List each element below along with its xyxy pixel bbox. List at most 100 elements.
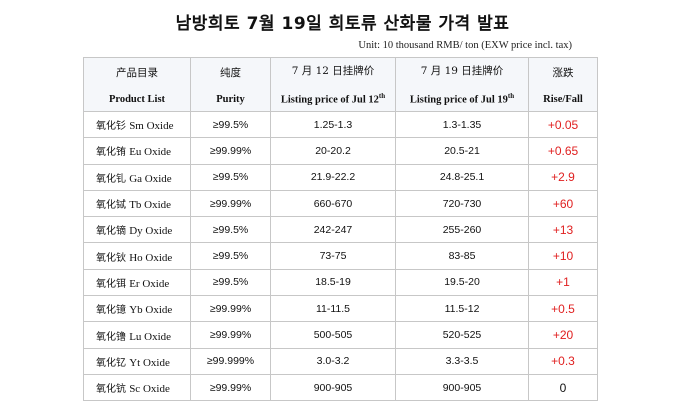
- jul19-price-cell: 20.5-21: [395, 137, 529, 165]
- header-en: Rise/Fall: [543, 93, 583, 105]
- table-row: 氧化镱 Yb Oxide ≥99.99% 11-11.5 11.5-12 +0.5: [83, 295, 598, 323]
- purity-cell: ≥99.5%: [190, 216, 271, 244]
- jul12-price-cell: 900-905: [270, 373, 396, 402]
- product-en: Dy Oxide: [129, 225, 173, 238]
- purity-cell: ≥99.99%: [190, 321, 271, 349]
- table-row: 氧化镝 Dy Oxide ≥99.5% 242-247 255-260 +13: [83, 216, 598, 244]
- table-header-row: 产品目录 Product List 纯度 Purity 7 月 12 日挂牌价 …: [83, 57, 598, 112]
- header-cn: 7 月 19 日挂牌价: [420, 65, 504, 78]
- product-en: Ga Oxide: [129, 172, 172, 185]
- purity-cell: ≥99.5%: [190, 268, 271, 297]
- table-row: 氧化铒 Er Oxide ≥99.5% 18.5-19 19.5-20 +1: [83, 268, 598, 297]
- purity-cell: ≥99.99%: [190, 373, 271, 402]
- product-cell: 氧化镥 Lu Oxide: [83, 321, 191, 349]
- jul19-price-cell: 1.3-1.35: [395, 110, 529, 139]
- table-row: 氧化铕 Eu Oxide ≥99.99% 20-20.2 20.5-21 +0.65: [83, 137, 598, 165]
- header-cn: 纯度: [220, 66, 241, 79]
- change-cell: +0.65: [528, 137, 598, 165]
- change-cell: +0.05: [528, 110, 598, 139]
- jul19-price-cell: 720-730: [395, 189, 529, 218]
- product-cn: 氧化钪: [96, 384, 126, 396]
- table-row: 氧化钪 Sc Oxide ≥99.99% 900-905 900-905 0: [83, 373, 598, 402]
- header-en: Product List: [108, 93, 166, 105]
- jul12-price-cell: 21.9-22.2: [270, 163, 396, 191]
- product-en: Eu Oxide: [129, 146, 172, 159]
- product-cn: 氧化铕: [96, 147, 126, 159]
- header-purity: 纯度 Purity: [190, 57, 271, 112]
- product-cn: 氧化钬: [96, 252, 126, 264]
- jul19-price-cell: 83-85: [395, 242, 529, 270]
- product-cell: 氧化钪 Sc Oxide: [83, 373, 191, 402]
- change-cell: +60: [528, 189, 598, 218]
- table-row: 氧化钐 Sm Oxide ≥99.5% 1.25-1.3 1.3-1.35 +0.05: [83, 110, 598, 139]
- change-cell: +1: [528, 268, 598, 297]
- jul12-price-cell: 73-75: [270, 242, 396, 270]
- product-cn: 氧化钐: [96, 121, 126, 133]
- product-en: Yb Oxide: [129, 304, 173, 317]
- product-en: Yt Oxide: [129, 356, 170, 369]
- header-sup: th: [507, 92, 515, 101]
- purity-cell: ≥99.99%: [190, 189, 271, 218]
- jul19-price-cell: 900-905: [395, 373, 529, 402]
- header-en-text: Listing price of Jul 19: [409, 94, 508, 106]
- product-cell: 氧化钇 Yt Oxide: [83, 347, 191, 375]
- jul12-price-cell: 1.25-1.3: [270, 110, 396, 139]
- header-jul12: 7 月 12 日挂牌价 Listing price of Jul 12th: [270, 57, 396, 112]
- jul19-price-cell: 520-525: [395, 321, 529, 349]
- change-cell: +0.3: [528, 347, 598, 375]
- product-en: Sm Oxide: [129, 120, 174, 133]
- product-en: Sc Oxide: [129, 383, 170, 396]
- table-row: 氧化镥 Lu Oxide ≥99.99% 500-505 520-525 +20: [83, 321, 598, 349]
- header-en-text: Listing price of Jul 12: [280, 94, 379, 106]
- unit-note: Unit: 10 thousand RMB/ ton (EXW price in…: [358, 40, 572, 51]
- jul12-price-cell: 20-20.2: [270, 137, 396, 165]
- page-title: 남방희토 7월 19일 희토류 산화물 가격 발표: [175, 14, 510, 34]
- product-en: Lu Oxide: [129, 330, 172, 343]
- purity-cell: ≥99.99%: [190, 295, 271, 323]
- product-cn: 氧化铒: [96, 278, 126, 290]
- price-table: 产品目录 Product List 纯度 Purity 7 月 12 日挂牌价 …: [83, 57, 598, 402]
- product-cn: 氧化钆: [96, 173, 126, 185]
- jul12-price-cell: 18.5-19: [270, 268, 396, 297]
- purity-cell: ≥99.5%: [190, 242, 271, 270]
- change-cell: +0.5: [528, 295, 598, 323]
- header-en: Listing price of Jul 12th: [271, 92, 395, 106]
- jul19-price-cell: 19.5-20: [395, 268, 529, 297]
- product-en: Er Oxide: [129, 277, 170, 290]
- jul12-price-cell: 242-247: [270, 216, 396, 244]
- header-cn: 涨跌: [552, 66, 574, 79]
- jul12-price-cell: 3.0-3.2: [270, 347, 396, 375]
- product-cn: 氧化钇: [96, 357, 126, 369]
- header-cn: 产品目录: [116, 66, 158, 79]
- header-cn: 7 月 12 日挂牌价: [291, 65, 375, 78]
- jul19-price-cell: 255-260: [395, 216, 529, 244]
- jul19-price-cell: 3.3-3.5: [395, 347, 529, 375]
- product-cell: 氧化钆 Ga Oxide: [83, 163, 191, 191]
- product-en: Ho Oxide: [129, 251, 173, 264]
- table-row: 氧化钬 Ho Oxide ≥99.5% 73-75 83-85 +10: [83, 242, 598, 270]
- jul19-price-cell: 11.5-12: [395, 295, 529, 323]
- change-cell: +2.9: [528, 163, 598, 191]
- product-cell: 氧化铒 Er Oxide: [83, 268, 191, 297]
- jul12-price-cell: 500-505: [270, 321, 396, 349]
- table-row: 氧化钆 Ga Oxide ≥99.5% 21.9-22.2 24.8-25.1 +2.9: [83, 163, 598, 191]
- product-cell: 氧化钬 Ho Oxide: [83, 242, 191, 270]
- header-jul19: 7 月 19 日挂牌价 Listing price of Jul 19th: [395, 57, 529, 112]
- product-cn: 氧化铽: [96, 200, 126, 212]
- product-cn: 氧化镱: [96, 305, 126, 317]
- purity-cell: ≥99.5%: [190, 163, 271, 191]
- product-cell: 氧化钐 Sm Oxide: [83, 110, 191, 139]
- product-cell: 氧化镝 Dy Oxide: [83, 216, 191, 244]
- change-cell: +10: [528, 242, 598, 270]
- header-en: Listing price of Jul 19th: [396, 92, 528, 106]
- product-en: Tb Oxide: [129, 199, 172, 212]
- table-row: 氧化钇 Yt Oxide ≥99.999% 3.0-3.2 3.3-3.5 +0.3: [83, 347, 598, 375]
- jul12-price-cell: 11-11.5: [270, 295, 396, 323]
- change-cell: +20: [528, 321, 598, 349]
- product-cell: 氧化镱 Yb Oxide: [83, 295, 191, 323]
- product-cell: 氧化铕 Eu Oxide: [83, 137, 191, 165]
- purity-cell: ≥99.99%: [190, 137, 271, 165]
- header-change: 涨跌 Rise/Fall: [528, 57, 598, 112]
- product-cn: 氧化镥: [96, 331, 126, 343]
- purity-cell: ≥99.5%: [190, 110, 271, 139]
